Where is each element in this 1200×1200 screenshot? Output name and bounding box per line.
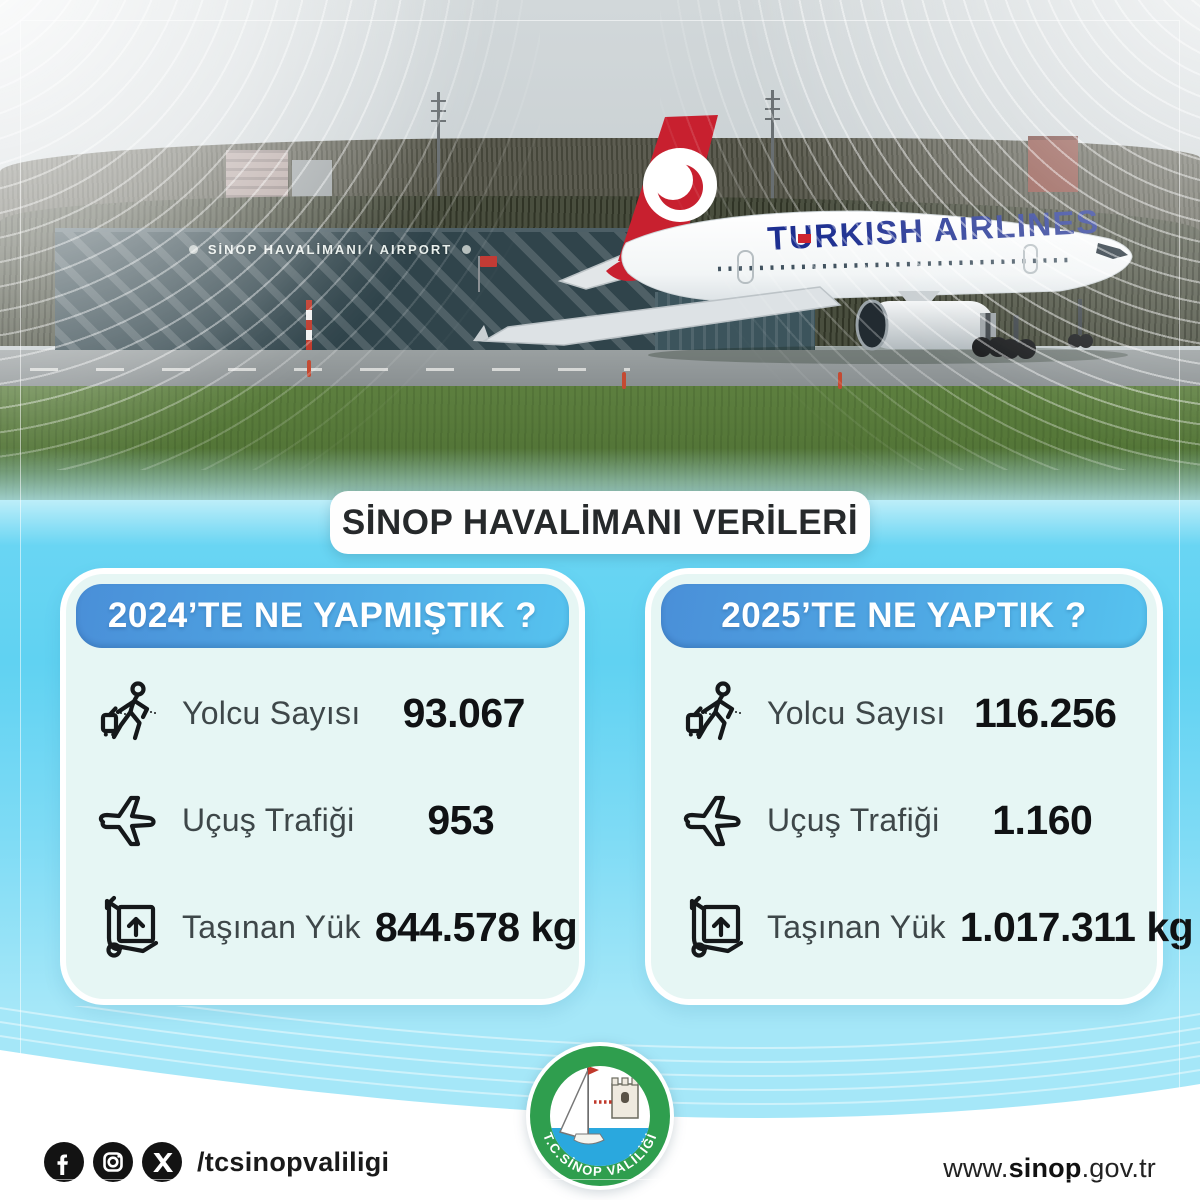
stat-row: Taşınan Yük 844.578 kg [96, 892, 578, 964]
stat-label: Yolcu Sayısı [767, 695, 946, 731]
stat-row: Yolcu Sayısı 93.067 [96, 678, 553, 750]
flag-decal [798, 234, 811, 243]
stat-value: 93.067 [402, 690, 526, 736]
stat-label: Uçuş Trafiği [182, 802, 355, 838]
social-links: /tcsinopvaliligi [44, 1142, 389, 1182]
cargo-icon [681, 892, 753, 964]
website-url[interactable]: www.sinop.gov.tr [943, 1153, 1156, 1184]
apartment-building [292, 160, 332, 200]
website-suffix: .gov.tr [1081, 1153, 1156, 1183]
card-body: Yolcu Sayısı 93.067 Uçuş Trafiği 953 Taş… [66, 648, 579, 999]
stat-row: Yolcu Sayısı 116.256 [681, 678, 1131, 750]
sinop-governorship-logo: T.C.SİNOP VALİLİĞİ [526, 1042, 674, 1190]
stat-label: Taşınan Yük [767, 909, 946, 945]
wing [481, 286, 842, 346]
stat-row: Taşınan Yük 1.017.311 kg [681, 892, 1194, 964]
instagram-icon[interactable] [93, 1142, 133, 1182]
runway-marker [622, 372, 626, 389]
terminal-sign-text: SİNOP HAVALİMANI / AIRPORT [207, 242, 453, 257]
stat-row: Uçuş Trafiği 1.160 [681, 785, 1131, 857]
terminal-sign: SİNOP HAVALİMANI / AIRPORT [140, 242, 520, 257]
stat-label: Uçuş Trafiği [767, 802, 940, 838]
stat-value: 1.160 [992, 797, 1093, 843]
stat-value: 953 [427, 797, 495, 843]
stats-card-2024: 2024’TE NE YAPMIŞTIK ? Yolcu Sayısı 93.0… [60, 568, 585, 1005]
x-twitter-icon[interactable] [142, 1142, 182, 1182]
plane-icon [96, 785, 168, 857]
airplane: TURKISH AIRLINES [473, 115, 1133, 364]
card-header-label: 2025’TE NE YAPTIK ? [721, 596, 1087, 635]
card-header-2024: 2024’TE NE YAPMIŞTIK ? [76, 584, 569, 648]
website-bold: sinop [1008, 1153, 1082, 1183]
page-title: SİNOP HAVALİMANI VERİLERİ [341, 502, 859, 542]
sign-emblem-icon [188, 245, 198, 254]
stats-card-2025: 2025’TE NE YAPTIK ? Yolcu Sayısı 116.256… [645, 568, 1194, 1005]
passenger-icon [96, 678, 168, 750]
social-handle[interactable]: /tcsinopvaliligi [197, 1146, 390, 1177]
runway-marker [307, 360, 311, 377]
apartment-building [226, 150, 288, 200]
facebook-icon[interactable] [44, 1142, 84, 1182]
stat-value: 116.256 [974, 690, 1117, 736]
title-banner: SİNOP HAVALİMANI VERİLERİ [330, 491, 870, 554]
stat-row: Uçuş Trafiği 953 [96, 785, 553, 857]
airport-photo: SİNOP HAVALİMANI / AIRPORT [0, 0, 1200, 520]
stat-label: Yolcu Sayısı [182, 695, 361, 731]
card-body: Yolcu Sayısı 116.256 Uçuş Trafiği 1.160 … [651, 648, 1194, 999]
card-header-2025: 2025’TE NE YAPTIK ? [661, 584, 1147, 648]
stat-value: 1.017.311 kg [959, 904, 1194, 950]
cargo-icon [96, 892, 168, 964]
runway-marker [838, 372, 842, 389]
plane-icon [681, 785, 753, 857]
website-prefix: www. [943, 1153, 1009, 1183]
stat-value: 844.578 kg [374, 904, 578, 950]
card-header-label: 2024’TE NE YAPMIŞTIK ? [107, 596, 538, 635]
stat-label: Taşınan Yük [182, 909, 361, 945]
passenger-icon [681, 678, 753, 750]
